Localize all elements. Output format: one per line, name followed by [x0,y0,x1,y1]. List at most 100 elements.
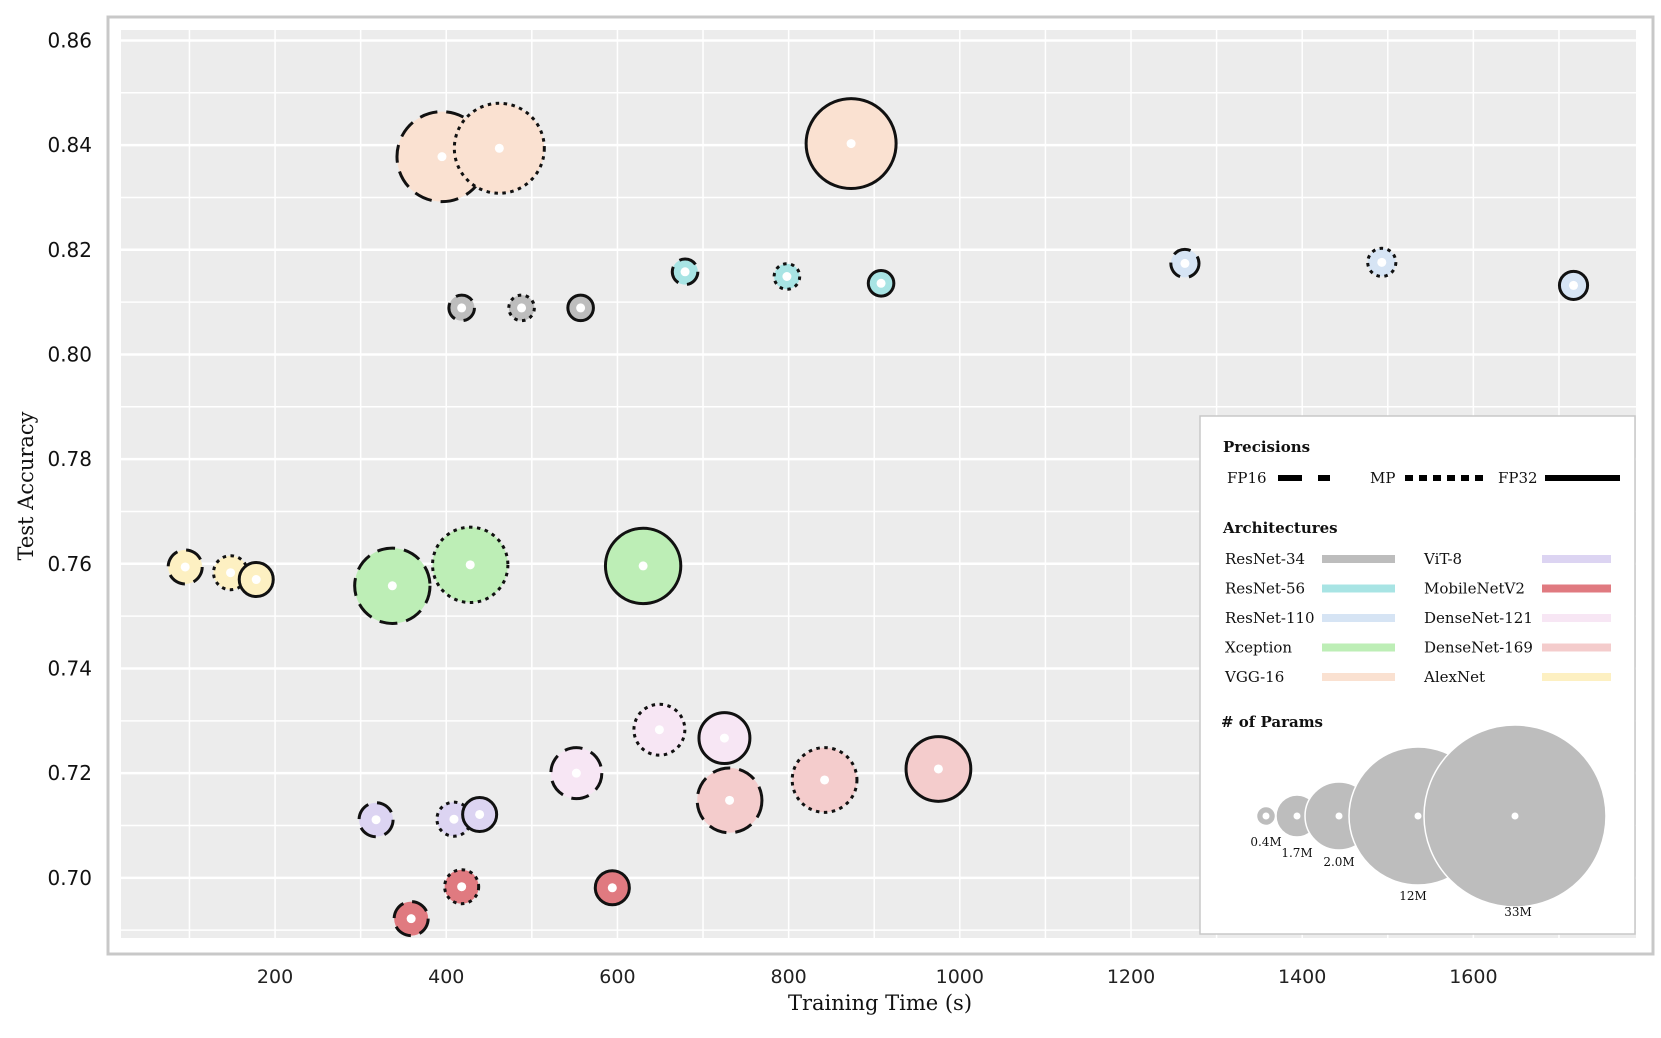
bubble [1169,247,1201,279]
legend-arch-label: DenseNet-169 [1424,639,1533,657]
bubble-center-dot [820,775,830,785]
bubble [447,293,476,323]
bubble-center-dot [465,560,475,570]
bubble-center-dot [933,764,943,774]
bubble-center-dot [406,914,416,924]
bubble [507,293,536,323]
bubble-center-dot [876,278,886,288]
legend-size-label: 0.4M [1250,835,1281,849]
legend-size-label: 12M [1399,889,1427,903]
bubble [603,526,683,606]
bubble-center-dot [457,303,467,313]
bubble-center-dot [680,267,690,277]
y-tick-label: 0.80 [47,342,92,366]
x-tick-label: 1000 [936,966,984,988]
bubble [804,97,898,191]
bubble [790,746,859,814]
bubble-center-dot [571,768,581,778]
x-tick-label: 1200 [1107,966,1155,988]
legend-arch-label: AlexNet [1423,668,1485,686]
bubble [866,269,896,298]
bubble-center-dot [1569,280,1579,290]
y-tick-label: 0.70 [47,866,92,890]
bubble [392,900,430,938]
bubble [431,525,510,605]
legend-arch-label: Xception [1225,639,1292,657]
y-tick-label: 0.76 [47,552,92,576]
x-tick-label: 1400 [1278,966,1326,988]
bubble-center-dot [371,815,381,825]
bubble [443,868,481,906]
x-tick-label: 1600 [1449,966,1497,988]
legend-size-label: 1.7M [1281,846,1312,860]
y-tick-label: 0.74 [47,656,92,680]
bubble [1557,269,1590,301]
bubble-center-dot [449,814,459,824]
y-tick-label: 0.84 [47,133,92,157]
legend-precisions: FP16 MP FP32 [1227,469,1620,487]
bubble-center-dot [1377,257,1387,267]
bubble-center-dot [251,575,261,585]
bubble [357,801,395,839]
bubble-center-dot [607,883,617,893]
bubble-center-dot [475,809,485,819]
bubble [904,735,973,803]
bubble-center-dot [654,725,664,735]
bubble-center-dot [457,882,467,892]
bubble [549,746,604,801]
bubble-center-dot [782,271,792,281]
bubble [593,869,631,907]
legend: Precisions FP16 MP FP32 Architectures ResN… [1199,415,1636,935]
x-tick-label: 800 [770,966,806,988]
legend-arch-label: MobileNetV2 [1424,580,1525,598]
bubble [1366,246,1398,278]
bubble [353,546,432,625]
bubble-center-dot [494,143,504,153]
bubble-center-dot [725,795,735,805]
bubble [461,795,499,834]
legend-size-dot [1262,812,1270,820]
legend-precision-label: FP16 [1227,469,1267,487]
bubble-center-dot [576,303,586,313]
legend-precision-label: FP32 [1498,469,1538,487]
bubble [670,257,700,287]
bubble-center-dot [719,733,729,743]
y-tick-label: 0.82 [47,238,92,262]
x-tick-label: 200 [257,966,293,988]
x-axis-label: Training Time (s) [788,991,972,1015]
legend-size-dot [1414,812,1422,820]
legend-arch-label: DenseNet-121 [1424,609,1533,627]
legend-size-label: 33M [1504,905,1532,919]
bubble-center-dot [846,139,856,149]
bubble [166,548,204,586]
legend-architectures-title: Architectures [1222,519,1338,537]
bubble [452,101,546,195]
y-tick-label: 0.78 [47,447,92,471]
legend-size-label: 2.0M [1323,855,1354,869]
y-axis-ticks: 0.70 0.72 0.74 0.76 0.78 0.80 0.82 0.84 0.86 [47,28,92,889]
bubble [695,766,764,835]
x-tick-label: 400 [428,966,464,988]
bubble [632,702,687,757]
bubble-center-dot [387,581,397,591]
legend-precisions-title: Precisions [1223,438,1310,456]
bubble-center-dot [180,562,190,572]
bubbles-layer [166,97,1590,938]
x-tick-label: 600 [599,966,635,988]
x-axis-ticks: 200 400 600 800 1000 1200 1400 1600 [257,966,1498,988]
legend-precision-label: MP [1370,469,1395,487]
legend-size-dot [1335,812,1343,820]
bubble-center-dot [638,561,648,571]
figure-frame [106,15,1655,956]
legend-arch-label: VGG-16 [1224,668,1284,686]
bubble [237,560,275,599]
y-tick-label: 0.86 [47,28,92,52]
legend-param-sizes: 0.4M1.7M 2.0M 12M 33M [1250,724,1607,919]
y-axis-label: Test Accuracy [14,411,38,560]
legend-architectures: ResNet-34 ResNet-56 ResNet-110 Xception VGG-… [1224,550,1611,686]
bubble-center-dot [517,303,527,313]
bubble-center-dot [226,568,236,578]
y-tick-label: 0.72 [47,761,92,785]
